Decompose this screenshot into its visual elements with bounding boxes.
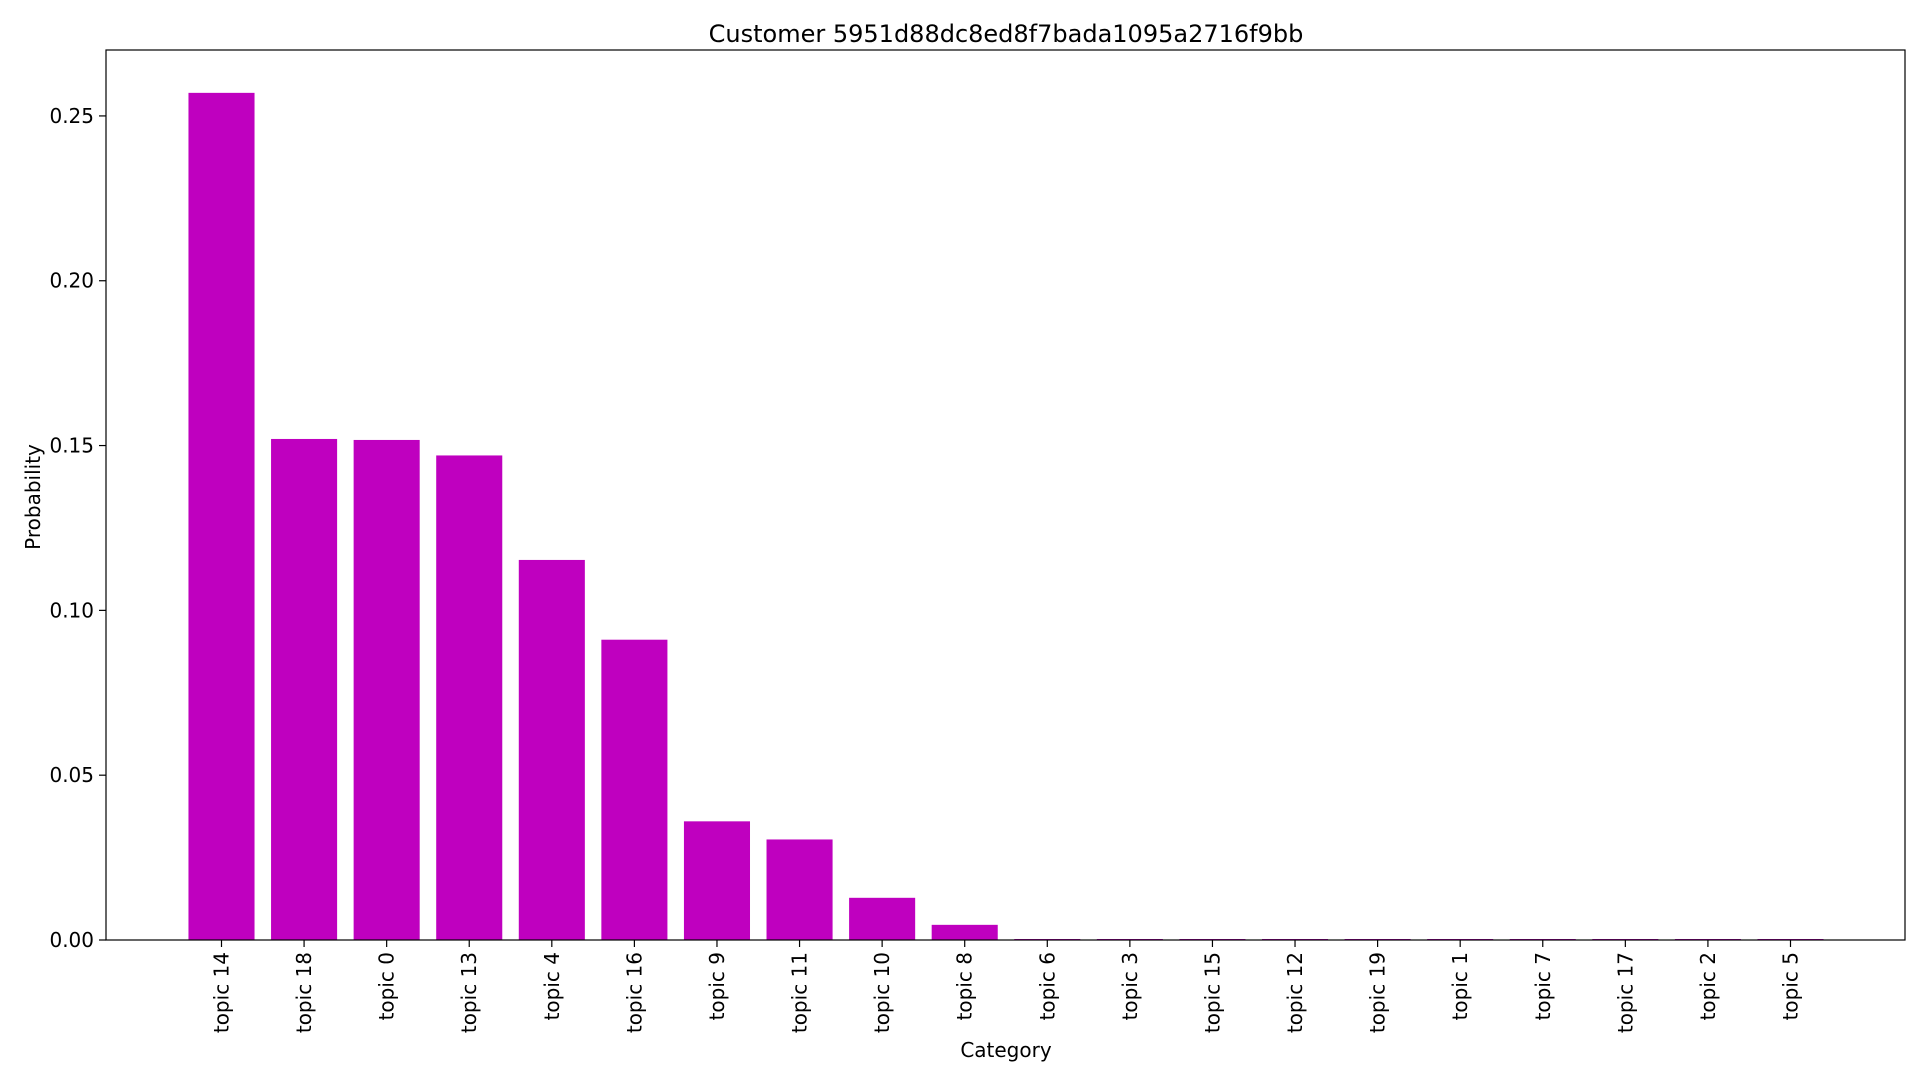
x-tick-label: topic 13 xyxy=(457,952,481,1033)
bar-topic-4 xyxy=(518,559,585,940)
y-tick-label: 0.10 xyxy=(49,598,94,622)
y-tick-label: 0.00 xyxy=(49,928,94,952)
bars-group xyxy=(188,92,1824,940)
bar-topic-18 xyxy=(271,438,338,940)
x-axis-ticks: topic 14 topic 18 topic 0 topic 13 topic 4 to… xyxy=(210,940,1803,1033)
x-tick-label: topic 9 xyxy=(705,952,729,1020)
bar-topic-13 xyxy=(436,455,503,940)
x-axis-title: Category xyxy=(960,1038,1052,1062)
bar-topic-10 xyxy=(849,897,916,940)
y-tick-label: 0.25 xyxy=(49,104,94,128)
x-tick-label: topic 6 xyxy=(1035,952,1059,1020)
bar-topic-0 xyxy=(353,439,420,940)
bar-topic-16 xyxy=(601,639,668,940)
bar-topic-9 xyxy=(683,821,751,940)
chart-title: Customer 5951d88dc8ed8f7bada1095a2716f9b… xyxy=(709,20,1304,48)
x-tick-label: topic 7 xyxy=(1531,952,1555,1020)
y-tick-label: 0.20 xyxy=(49,269,94,293)
x-tick-label: topic 18 xyxy=(292,952,316,1033)
y-tick-label: 0.05 xyxy=(49,763,94,787)
x-tick-label: topic 10 xyxy=(870,952,894,1033)
bar-topic-11 xyxy=(766,839,833,940)
x-tick-label: topic 16 xyxy=(622,952,646,1033)
x-tick-label: topic 1 xyxy=(1448,952,1472,1020)
plot-frame xyxy=(105,49,1906,941)
x-tick-label: topic 14 xyxy=(210,952,234,1033)
x-tick-label: topic 3 xyxy=(1118,952,1142,1020)
x-tick-label: topic 15 xyxy=(1200,952,1224,1033)
x-tick-label: topic 0 xyxy=(375,952,399,1020)
x-tick-label: topic 5 xyxy=(1779,952,1803,1020)
bar-topic-8 xyxy=(931,924,998,940)
y-axis-ticks: 0.00 0.05 0.10 0.15 0.20 0.25 xyxy=(49,104,106,952)
bar-topic-14 xyxy=(188,92,255,940)
x-tick-label: topic 19 xyxy=(1366,952,1390,1033)
y-tick-label: 0.15 xyxy=(49,434,94,458)
x-tick-label: topic 11 xyxy=(788,952,812,1033)
x-tick-label: topic 17 xyxy=(1613,952,1637,1033)
x-tick-label: topic 2 xyxy=(1696,952,1720,1020)
x-tick-label: topic 8 xyxy=(953,952,977,1020)
x-tick-label: topic 12 xyxy=(1283,952,1307,1033)
y-axis-title: Probability xyxy=(21,444,45,550)
x-tick-label: topic 4 xyxy=(540,952,564,1020)
